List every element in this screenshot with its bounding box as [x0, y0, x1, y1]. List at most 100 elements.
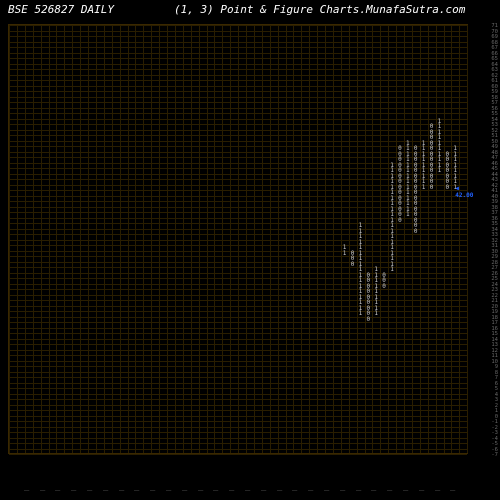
grid-line-v [333, 25, 334, 453]
x-axis-tick: | [182, 489, 188, 492]
x-axis-tick: | [119, 489, 125, 492]
grid-line-v [293, 25, 294, 453]
pnf-cell: 0 [414, 229, 418, 235]
grid-line-v [72, 25, 73, 453]
pnf-cell: 1 [374, 311, 378, 317]
grid-line-v [151, 25, 152, 453]
x-axis-tick: | [261, 489, 267, 492]
pnf-cell: 0 [351, 262, 355, 268]
y-axis: 7170696867666564636261605958575655545352… [470, 24, 498, 454]
grid-line-v [262, 25, 263, 453]
grid-line-v [49, 25, 50, 453]
x-axis-tick: | [419, 489, 425, 492]
grid-line-v [33, 25, 34, 453]
chart-title: BSE 526827 DAILY [8, 3, 114, 21]
x-axis-tick: | [213, 489, 219, 492]
grid-line-v [278, 25, 279, 453]
grid-line-v [214, 25, 215, 453]
x-axis-tick: | [87, 489, 93, 492]
grid-line-v [25, 25, 26, 453]
grid-line-v [412, 25, 413, 453]
grid-line-v [341, 25, 342, 453]
pnf-cell: 1 [438, 168, 442, 174]
grid-line-v [222, 25, 223, 453]
grid-line-v [286, 25, 287, 453]
chart-plot-area: 1100011111111111111111000000000111111111… [8, 24, 468, 454]
x-axis-tick: | [24, 489, 30, 492]
x-axis-tick: | [103, 489, 109, 492]
grid-line-v [270, 25, 271, 453]
x-axis-tick: | [198, 489, 204, 492]
grid-line-v [183, 25, 184, 453]
grid-line-v [88, 25, 89, 453]
pnf-cell: 1 [359, 311, 363, 317]
pnf-cell: 0 [430, 185, 434, 191]
grid-line-v [199, 25, 200, 453]
grid-line-v [246, 25, 247, 453]
pnf-cell: 1 [343, 251, 347, 257]
y-axis-tick: -7 [491, 453, 498, 459]
grid-line-v [396, 25, 397, 453]
grid-line-v [96, 25, 97, 453]
x-axis-tick: | [40, 489, 46, 492]
grid-line-v [128, 25, 129, 453]
grid-line-v [120, 25, 121, 453]
grid-line-v [388, 25, 389, 453]
x-axis-tick: | [150, 489, 156, 492]
grid-line-v [191, 25, 192, 453]
pnf-cell: 0 [446, 185, 450, 191]
grid-line-v [365, 25, 366, 453]
x-axis-tick: | [292, 489, 298, 492]
grid-line-v [64, 25, 65, 453]
grid-line-v [56, 25, 57, 453]
grid-line-v [404, 25, 405, 453]
x-axis-tick: | [71, 489, 77, 492]
pnf-cell: 0 [398, 218, 402, 224]
grid-line-v [436, 25, 437, 453]
grid-line-v [357, 25, 358, 453]
chart-subtitle: (1, 3) Point & Figure Charts.MunafaSutra… [174, 3, 465, 21]
grid-line-v [444, 25, 445, 453]
grid-line-v [175, 25, 176, 453]
grid-line-v [159, 25, 160, 453]
grid-line-v [467, 25, 468, 453]
grid-line-v [254, 25, 255, 453]
grid-line-v [301, 25, 302, 453]
grid-line-v [41, 25, 42, 453]
x-axis-tick: | [450, 489, 456, 492]
x-axis-tick: | [277, 489, 283, 492]
x-axis-tick: | [55, 489, 61, 492]
pnf-cell: 0 [382, 284, 386, 290]
grid-line-v [349, 25, 350, 453]
grid-line-v [428, 25, 429, 453]
x-axis-tick: | [134, 489, 140, 492]
grid-line-v [230, 25, 231, 453]
pnf-cell: 1 [406, 212, 410, 218]
x-axis-tick: | [340, 489, 346, 492]
grid-line-v [135, 25, 136, 453]
grid-line-v [143, 25, 144, 453]
grid-line-v [80, 25, 81, 453]
grid-line-v [380, 25, 381, 453]
grid-line-v [167, 25, 168, 453]
chart-header: BSE 526827 DAILY (1, 3) Point & Figure C… [0, 3, 500, 21]
grid-line-v [112, 25, 113, 453]
pnf-cell: 1 [422, 185, 426, 191]
grid-line-v [238, 25, 239, 453]
pnf-cell: 0 [367, 317, 371, 323]
grid-line-v [104, 25, 105, 453]
grid-line-v [459, 25, 460, 453]
x-axis-tick: | [387, 489, 393, 492]
grid-line-v [207, 25, 208, 453]
x-axis-tick: | [435, 489, 441, 492]
pnf-cell: 1 [390, 267, 394, 273]
x-axis-tick: | [324, 489, 330, 492]
x-axis: |||||||||||||||||||||||||||| [8, 452, 468, 492]
grid-line-v [451, 25, 452, 453]
grid-line-v [317, 25, 318, 453]
grid-line-v [420, 25, 421, 453]
grid-line-v [9, 25, 10, 453]
x-axis-tick: | [229, 489, 235, 492]
grid-line-v [309, 25, 310, 453]
x-axis-tick: | [166, 489, 172, 492]
